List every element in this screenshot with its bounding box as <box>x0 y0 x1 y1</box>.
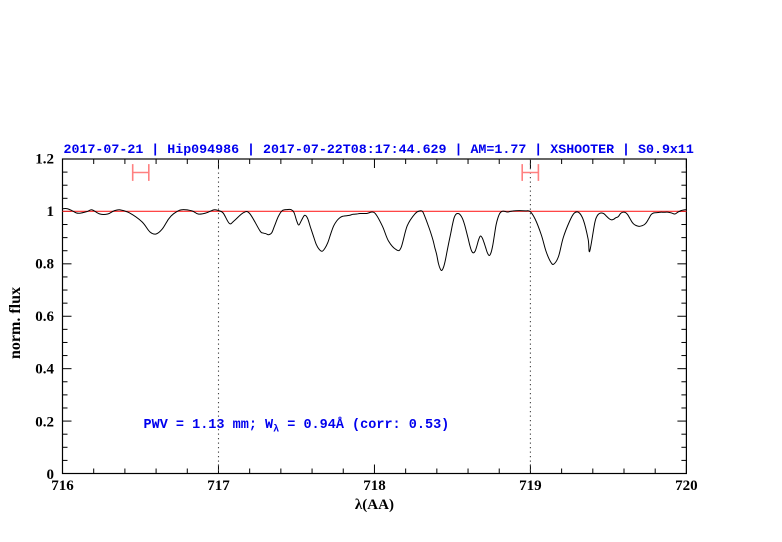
svg-text:norm. flux: norm. flux <box>7 287 24 359</box>
svg-text:720: 720 <box>675 478 698 494</box>
svg-text:λ(AA): λ(AA) <box>355 497 394 513</box>
svg-text:719: 719 <box>519 478 542 494</box>
svg-text:0.2: 0.2 <box>35 415 54 431</box>
svg-text:1.2: 1.2 <box>35 152 54 168</box>
svg-text:0.4: 0.4 <box>35 362 54 378</box>
svg-text:718: 718 <box>363 478 386 494</box>
svg-text:0.8: 0.8 <box>35 257 54 273</box>
svg-text:716: 716 <box>51 478 74 494</box>
svg-text:717: 717 <box>207 478 230 494</box>
svg-text:1: 1 <box>47 204 55 220</box>
svg-text:0: 0 <box>47 467 55 483</box>
svg-text:0.6: 0.6 <box>35 309 54 325</box>
